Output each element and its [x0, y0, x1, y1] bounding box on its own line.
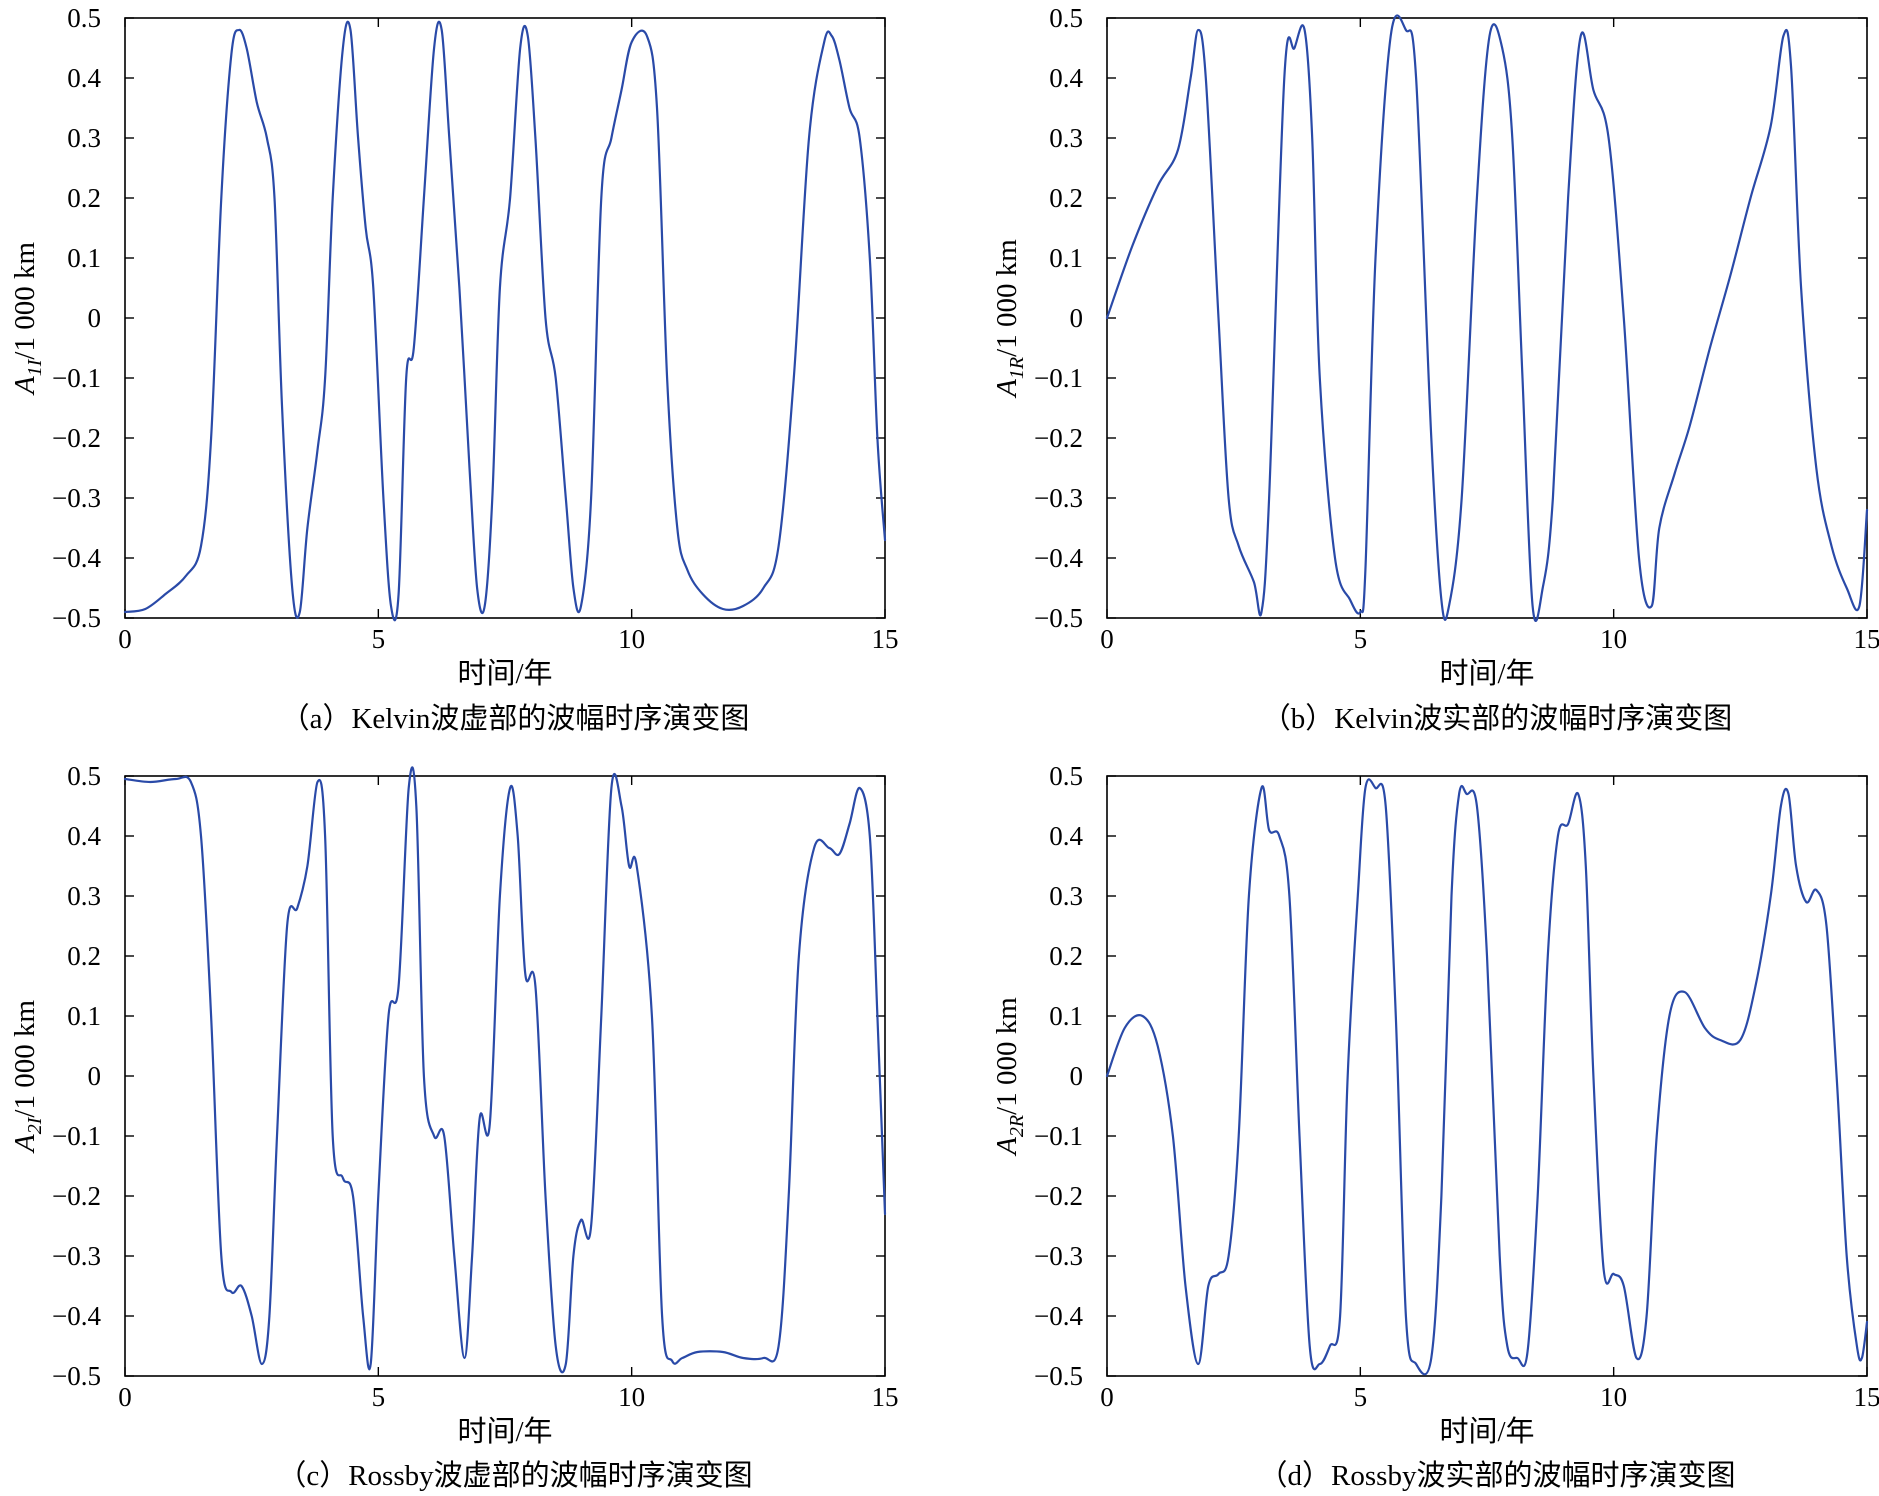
y-tick-label: −0.4 — [1034, 543, 1083, 573]
y-tick-label: 0.5 — [1049, 3, 1083, 33]
y-tick-label: −0.5 — [1034, 603, 1083, 633]
plot-frame — [1106, 775, 1868, 1377]
y-axis-title: A2R/1 000 km — [991, 997, 1028, 1157]
x-tick-label: 15 — [872, 624, 899, 654]
x-tick-label: 15 — [1854, 1382, 1879, 1412]
series-line — [1105, 14, 1869, 623]
y-ticks: 0.5 0.4 0.3 0.2 0.1 0 −0.1 −0.2 −0.3 −0.4 −0.5 — [1034, 761, 1867, 1391]
y-tick-label: 0 — [1070, 1061, 1084, 1091]
series-line — [1105, 778, 1869, 1376]
y-tick-label: 0.4 — [67, 821, 101, 851]
x-tick-label: 5 — [372, 1382, 386, 1412]
y-tick-label: 0.4 — [1049, 821, 1083, 851]
y-tick-label: 0.4 — [67, 63, 101, 93]
x-ticks: 0 5 10 15 — [118, 18, 899, 654]
x-ticks: 0 5 10 15 — [1100, 776, 1879, 1412]
series-lines — [1105, 778, 1869, 1376]
y-tick-label: −0.4 — [52, 543, 101, 573]
y-tick-label: 0.3 — [67, 881, 101, 911]
series-lines — [1105, 14, 1869, 623]
panel-a: 0 5 10 15 0.5 0.4 0.3 0.2 0.1 0 −0.1 −0.2 −0.3 −0.4 −… — [9, 3, 899, 735]
x-axis-title: 时间/年 — [1439, 657, 1534, 690]
y-tick-label: 0.2 — [67, 183, 101, 213]
panel-b: 0 5 10 15 0.5 0.4 0.3 0.2 0.1 0 −0.1 −0.2 −0.3 −0.4 −… — [991, 3, 1879, 735]
panel-caption: （b）Kelvin波实部的波幅时序演变图 — [1262, 702, 1732, 735]
panel-caption: （a）Kelvin波虚部的波幅时序演变图 — [281, 702, 750, 735]
y-tick-label: −0.1 — [52, 363, 101, 393]
x-tick-label: 10 — [618, 624, 645, 654]
y-tick-label: 0.2 — [1049, 183, 1083, 213]
series-lines — [123, 766, 887, 1374]
x-tick-label: 10 — [1600, 1382, 1627, 1412]
x-axis-title: 时间/年 — [457, 1415, 552, 1448]
x-tick-label: 5 — [1354, 1382, 1368, 1412]
y-tick-label: 0 — [88, 1061, 102, 1091]
panel-caption: （d）Rossby波实部的波幅时序演变图 — [1259, 1459, 1736, 1492]
y-tick-label: 0.5 — [67, 3, 101, 33]
y-tick-label: 0.1 — [1049, 1001, 1083, 1031]
y-tick-label: −0.5 — [52, 1361, 101, 1391]
x-tick-label: 5 — [1354, 624, 1368, 654]
y-tick-label: −0.5 — [1034, 1361, 1083, 1391]
y-tick-label: 0.3 — [1049, 881, 1083, 911]
x-ticks: 0 5 10 15 — [1100, 18, 1879, 654]
y-tick-label: 0.3 — [1049, 123, 1083, 153]
plot-frame — [124, 17, 886, 619]
y-tick-label: −0.2 — [52, 1181, 101, 1211]
panel-c: 0 5 10 15 0.5 0.4 0.3 0.2 0.1 0 −0.1 −0.2 −0.3 −0.4 −… — [9, 761, 899, 1492]
y-tick-label: 0.4 — [1049, 63, 1083, 93]
y-tick-label: 0.1 — [67, 243, 101, 273]
y-tick-label: −0.1 — [1034, 1121, 1083, 1151]
y-tick-label: −0.1 — [1034, 363, 1083, 393]
x-tick-label: 0 — [1100, 1382, 1114, 1412]
y-axis-title: A2I/1 000 km — [9, 1000, 46, 1154]
x-axis-title: 时间/年 — [457, 657, 552, 690]
x-tick-label: 0 — [1100, 624, 1114, 654]
y-ticks: 0.5 0.4 0.3 0.2 0.1 0 −0.1 −0.2 −0.3 −0.4 −0.5 — [52, 761, 885, 1391]
y-tick-label: 0 — [88, 303, 102, 333]
x-axis-title: 时间/年 — [1439, 1415, 1534, 1448]
x-tick-label: 15 — [872, 1382, 899, 1412]
y-tick-label: −0.3 — [52, 1241, 101, 1271]
x-tick-label: 15 — [1854, 624, 1879, 654]
y-axis-title: A1R/1 000 km — [991, 239, 1028, 399]
panel-d: 0 5 10 15 0.5 0.4 0.3 0.2 0.1 0 −0.1 −0.2 −0.3 −0.4 −… — [991, 761, 1879, 1492]
y-tick-label: 0.1 — [67, 1001, 101, 1031]
y-tick-label: 0.2 — [67, 941, 101, 971]
y-tick-label: 0.1 — [1049, 243, 1083, 273]
plot-frame — [1106, 17, 1868, 619]
y-tick-label: −0.1 — [52, 1121, 101, 1151]
y-ticks: 0.5 0.4 0.3 0.2 0.1 0 −0.1 −0.2 −0.3 −0.4 −0.5 — [52, 3, 885, 633]
y-tick-label: −0.4 — [52, 1301, 101, 1331]
x-tick-label: 10 — [618, 1382, 645, 1412]
series-line — [123, 766, 887, 1374]
x-tick-label: 0 — [118, 624, 132, 654]
y-tick-label: 0.5 — [67, 761, 101, 791]
y-ticks: 0.5 0.4 0.3 0.2 0.1 0 −0.1 −0.2 −0.3 −0.4 −0.5 — [1034, 3, 1867, 633]
y-axis-title: A1I/1 000 km — [9, 242, 46, 396]
y-tick-label: −0.2 — [1034, 1181, 1083, 1211]
x-tick-label: 0 — [118, 1382, 132, 1412]
x-tick-label: 5 — [372, 624, 386, 654]
y-tick-label: 0 — [1070, 303, 1084, 333]
series-line — [123, 20, 887, 622]
y-tick-label: −0.2 — [1034, 423, 1083, 453]
y-tick-label: 0.3 — [67, 123, 101, 153]
y-tick-label: −0.5 — [52, 603, 101, 633]
y-tick-label: −0.3 — [52, 483, 101, 513]
y-tick-label: −0.4 — [1034, 1301, 1083, 1331]
y-tick-label: −0.3 — [1034, 1241, 1083, 1271]
series-lines — [123, 20, 887, 622]
x-tick-label: 10 — [1600, 624, 1627, 654]
x-ticks: 0 5 10 15 — [118, 776, 899, 1412]
y-tick-label: −0.2 — [52, 423, 101, 453]
y-tick-label: −0.3 — [1034, 483, 1083, 513]
panel-caption: （c）Rossby波虚部的波幅时序演变图 — [277, 1459, 752, 1492]
y-tick-label: 0.5 — [1049, 761, 1083, 791]
y-tick-label: 0.2 — [1049, 941, 1083, 971]
